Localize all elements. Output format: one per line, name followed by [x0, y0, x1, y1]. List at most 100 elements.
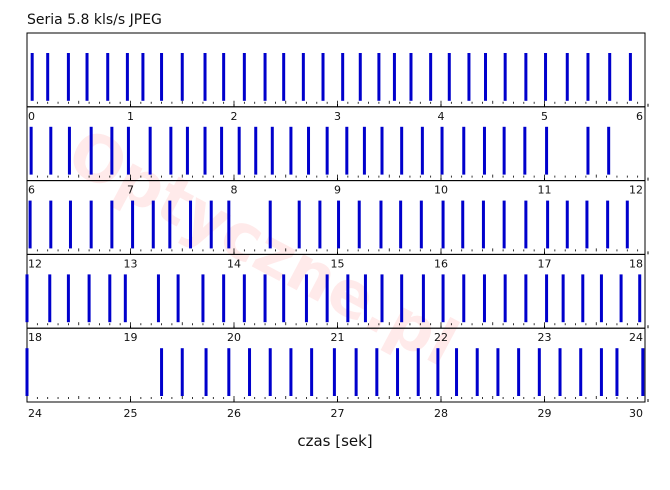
- frame-bar: [462, 126, 466, 175]
- frame-bar: [517, 348, 521, 396]
- frame-bar: [220, 126, 224, 175]
- frame-bar: [380, 274, 384, 323]
- x-tick-label: 9: [334, 184, 341, 197]
- frame-bar: [392, 53, 396, 101]
- frame-bar: [49, 126, 53, 175]
- x-tick-label: 26: [227, 407, 241, 420]
- frame-bar: [67, 126, 71, 175]
- frame-bar: [396, 348, 400, 396]
- x-tick-label: 10: [434, 184, 448, 197]
- frame-bar: [263, 274, 267, 323]
- frame-bar: [420, 126, 424, 175]
- frame-bar: [297, 200, 301, 249]
- x-tick-label: 1: [127, 110, 134, 123]
- frame-bar: [282, 274, 286, 323]
- x-tick-label: 3: [334, 110, 341, 123]
- frame-bar: [625, 200, 629, 249]
- frame-bar: [599, 348, 603, 396]
- x-tick-label: 8: [231, 184, 238, 197]
- frame-bar: [189, 200, 193, 249]
- frame-bar: [400, 274, 404, 323]
- frame-bar: [332, 348, 336, 396]
- x-tick-label: 14: [227, 257, 241, 270]
- x-tick-label: 13: [124, 257, 138, 270]
- frame-bar: [537, 348, 541, 396]
- watermark: Optyczne.pl: [56, 115, 469, 382]
- x-tick-label: 22: [434, 331, 448, 344]
- frame-bar: [30, 53, 34, 101]
- frame-bar: [270, 126, 274, 175]
- x-tick-label: 30: [629, 407, 643, 420]
- frame-bar: [106, 53, 110, 101]
- frame-bar: [606, 200, 610, 249]
- frame-bar: [180, 53, 184, 101]
- frame-bar: [248, 348, 252, 396]
- frame-bar: [169, 126, 173, 175]
- frame-bar: [524, 274, 528, 323]
- x-tick-label: 6: [28, 184, 35, 197]
- x-tick-label: 12: [629, 184, 643, 197]
- frame-bar: [66, 53, 70, 101]
- frame-bar: [87, 274, 91, 323]
- frame-bar: [607, 126, 611, 175]
- frame-bar: [131, 200, 135, 249]
- strip-frame: [26, 32, 646, 108]
- frame-bar: [440, 126, 444, 175]
- frame-bar: [475, 348, 479, 396]
- frame-bar: [421, 274, 425, 323]
- frame-bar: [289, 126, 293, 175]
- x-tick-label: 7: [127, 184, 134, 197]
- x-tick-label: 24: [28, 407, 42, 420]
- frame-bar: [502, 200, 506, 249]
- x-tick-label: 18: [629, 257, 643, 270]
- x-tick-label: 23: [538, 331, 552, 344]
- frame-bar: [148, 126, 152, 175]
- frame-bar: [110, 200, 114, 249]
- frame-bar: [615, 348, 619, 396]
- frame-bar: [304, 274, 308, 323]
- x-tick-label: 16: [434, 257, 448, 270]
- x-tick-label: 6: [636, 110, 643, 123]
- frame-bar: [68, 200, 72, 249]
- frame-bar: [503, 53, 507, 101]
- frame-bar: [400, 126, 404, 175]
- x-axis-label: czas [sek]: [297, 432, 373, 450]
- frame-bar: [89, 200, 93, 249]
- x-tick-label: 25: [124, 407, 138, 420]
- frame-bar: [227, 348, 231, 396]
- frame-bar: [441, 200, 445, 249]
- frame-bar: [268, 200, 272, 249]
- frame-bar: [628, 53, 632, 101]
- frame-bar: [455, 348, 459, 396]
- frame-bar: [49, 200, 53, 249]
- x-tick-label: 15: [331, 257, 345, 270]
- frame-bar: [209, 200, 213, 249]
- frame-bar: [318, 200, 322, 249]
- frame-bar: [436, 348, 440, 396]
- frame-bar: [25, 348, 29, 396]
- frame-bar: [357, 200, 361, 249]
- frame-bar: [503, 274, 507, 323]
- frame-bar: [586, 53, 590, 101]
- frame-bar: [346, 274, 350, 323]
- frame-bar: [462, 274, 466, 323]
- frame-bar: [28, 200, 32, 249]
- frame-bar: [108, 274, 112, 323]
- x-tick-label: 17: [538, 257, 552, 270]
- frame-bar: [242, 53, 246, 101]
- x-tick-label: 12: [28, 257, 42, 270]
- frame-bar: [321, 53, 325, 101]
- frame-bar: [25, 274, 29, 323]
- frame-bar: [254, 126, 258, 175]
- frame-bar: [546, 200, 550, 249]
- frame-bar: [325, 274, 329, 323]
- frame-bar: [561, 274, 565, 323]
- x-tick-label: 29: [538, 407, 552, 420]
- frame-bar: [48, 274, 52, 323]
- frame-bar: [484, 53, 488, 101]
- frame-bar: [123, 274, 127, 323]
- frame-bar: [524, 200, 528, 249]
- frame-bar: [282, 53, 286, 101]
- frame-bar: [237, 126, 241, 175]
